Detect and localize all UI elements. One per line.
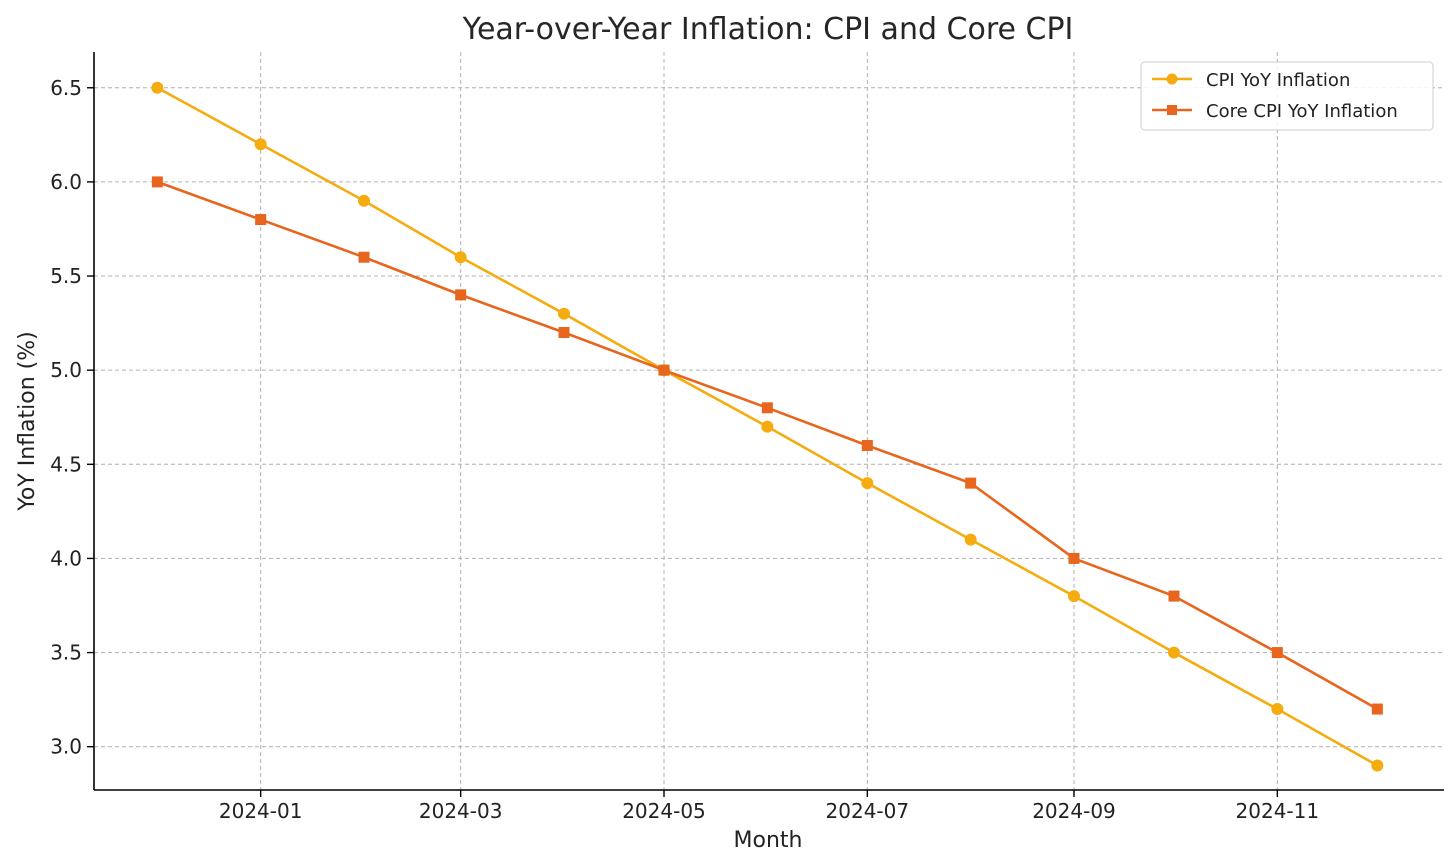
y-tick-label: 6.0 [50,170,82,194]
x-tick-label: 2024-05 [622,799,706,823]
data-point-core-cpi [1168,590,1180,602]
legend-label-cpi: CPI YoY Inflation [1206,70,1350,91]
data-point-core-cpi [1068,552,1080,564]
y-tick-label: 4.5 [50,452,82,476]
data-point-core-cpi [658,364,670,376]
legend-box [1140,61,1434,131]
series-cpi [151,81,1384,772]
x-axis-label: Month [734,828,803,853]
data-point-cpi [454,251,467,264]
x-tick-label: 2024-07 [826,799,910,823]
legend-marker-cpi [1166,73,1178,85]
data-point-core-cpi [455,289,467,301]
data-point-cpi [151,81,164,94]
y-tick-label: 3.0 [50,735,82,759]
data-point-core-cpi [1271,647,1283,659]
series-line-core-cpi [156,180,1378,711]
x-axis-ticks: 2024-01 2024-03 2024-05 2024-07 2024-09 2024-… [219,790,1319,823]
data-point-core-cpi [761,402,773,414]
y-axis-ticks: 3.0 3.5 4.0 4.5 5.0 5.5 6.0 6.5 [50,76,94,759]
data-point-core-cpi [358,251,370,263]
data-point-cpi [1271,703,1284,716]
y-tick-label: 3.5 [50,641,82,665]
grid [94,52,1444,790]
data-point-core-cpi [558,327,570,339]
series [151,81,1384,772]
data-point-cpi [254,138,267,151]
legend-marker-core-cpi [1167,105,1177,115]
data-point-cpi [964,533,977,546]
y-tick-label: 4.0 [50,546,82,570]
data-point-cpi [761,420,774,433]
data-point-core-cpi [861,439,873,451]
chart-title: Year-over-Year Inflation: CPI and Core C… [462,12,1074,47]
data-point-cpi [1371,759,1384,772]
x-tick-label: 2024-03 [419,799,503,823]
x-tick-label: 2024-01 [219,799,303,823]
data-point-core-cpi [151,176,163,188]
data-point-cpi [358,194,370,207]
data-point-core-cpi [255,214,267,226]
x-tick-label: 2024-11 [1236,799,1320,823]
data-point-cpi [1068,590,1080,603]
data-point-core-cpi [965,477,977,489]
data-point-cpi [861,477,874,490]
data-point-cpi [1168,646,1180,659]
y-tick-label: 6.5 [50,76,82,100]
y-axis-label: YoY Inflation (%) [15,331,40,511]
legend: CPI YoY Inflation Core CPI YoY Inflation [1140,61,1434,131]
y-tick-label: 5.5 [50,264,82,288]
axes [93,52,1444,791]
series-core-cpi [151,176,1383,715]
x-tick-label: 2024-09 [1032,799,1116,823]
y-tick-label: 5.0 [50,358,82,382]
legend-label-core-cpi: Core CPI YoY Inflation [1206,101,1398,122]
data-point-cpi [558,307,570,320]
data-point-core-cpi [1371,703,1383,715]
